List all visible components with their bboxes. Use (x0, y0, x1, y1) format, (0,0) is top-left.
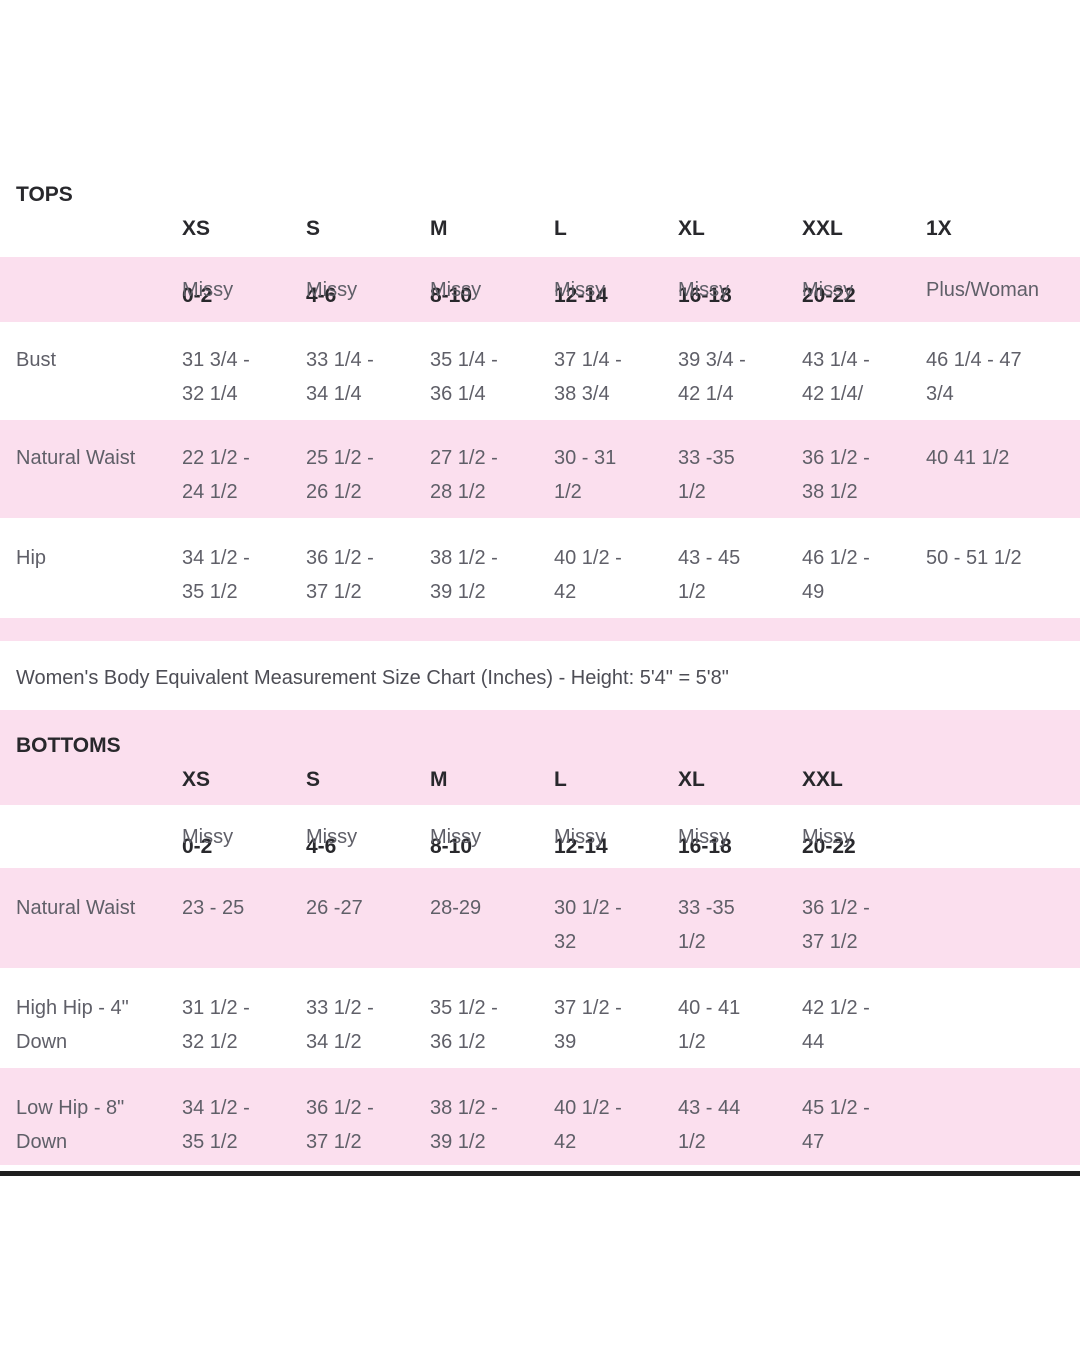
measurement-cell: 40 1/2 - 42 (554, 1097, 622, 1153)
tops-col-xxl: XXL 20-22 (802, 217, 856, 307)
row-label: Natural Waist (16, 897, 136, 919)
measurement-cell: 40 1/2 - 42 (554, 547, 622, 603)
tops-header-row: TOPS XS 0-2 S 4-6 M 8-10 L 12-14 XL 16-1… (0, 178, 1080, 307)
tops-fit-row: Missy Missy Missy Missy Missy Missy Plus… (0, 257, 1080, 322)
measurement-cell: 36 1/2 - 38 1/2 (802, 447, 870, 503)
bottoms-col-s: S 4-6 (306, 768, 337, 858)
bottoms-table-title: BOTTOMS (16, 734, 121, 757)
measurement-cell: 36 1/2 - 37 1/2 (306, 1097, 374, 1153)
measurement-cell: 36 1/2 - 37 1/2 (802, 897, 870, 953)
measurement-cell: 33 1/2 - 34 1/2 (306, 997, 374, 1053)
fit-cell: Missy (182, 825, 234, 848)
measurement-cell: 40 41 1/2 (926, 447, 1010, 469)
measurement-cell: 25 1/2 - 26 1/2 (306, 447, 374, 503)
tops-row-bust: Bust 31 3/4 - 32 1/4 33 1/4 - 34 1/4 35 … (0, 322, 1080, 420)
tops-col-m: M 8-10 (430, 217, 473, 307)
tops-row-natural-waist: Natural Waist 22 1/2 - 24 1/2 25 1/2 - 2… (0, 420, 1080, 518)
bottoms-size-chart: BOTTOMS XS 0-2 S 4-6 M 8-10 L 12-14 XL 1… (0, 710, 1080, 1176)
fit-cell: Missy (802, 825, 854, 848)
fit-cell: Missy (430, 825, 482, 848)
fit-cell: Missy (554, 825, 606, 848)
tops-col-xl: XL 16-18 (678, 217, 732, 307)
measurement-cell: 43 - 45 1/2 (678, 547, 741, 603)
measurement-cell: 35 1/4 - 36 1/4 (430, 349, 498, 405)
bottoms-fit-row: Missy Missy Missy Missy Missy Missy (0, 805, 1080, 868)
row-label: High Hip - 4" Down (16, 997, 129, 1053)
tops-row-hip: Hip 34 1/2 - 35 1/2 36 1/2 - 37 1/2 38 1… (0, 518, 1080, 618)
bottoms-row-natural-waist: Natural Waist 23 - 25 26 -27 28-29 30 1/… (0, 868, 1080, 968)
tops-col-1x: 1X (926, 217, 952, 240)
measurement-cell: 35 1/2 - 36 1/2 (430, 997, 498, 1053)
measurement-cell: 45 1/2 - 47 (802, 1097, 870, 1153)
bottoms-col-l: L 12-14 (554, 768, 608, 858)
measurement-cell: 38 1/2 - 39 1/2 (430, 547, 498, 603)
measurement-cell: 38 1/2 - 39 1/2 (430, 1097, 498, 1153)
measurement-cell: 31 1/2 - 32 1/2 (182, 997, 250, 1053)
measurement-cell: 43 - 44 1/2 (678, 1097, 741, 1153)
fit-cell: Missy (306, 278, 358, 301)
row-label: Bust (16, 349, 57, 371)
fit-cell: Missy (306, 825, 358, 848)
measurement-cell: 30 1/2 - 32 (554, 897, 622, 953)
measurement-cell: 50 - 51 1/2 (926, 547, 1022, 569)
fit-cell: Plus/Woman (926, 278, 1040, 301)
bottoms-col-xl: XL 16-18 (678, 768, 732, 858)
measurement-cell: 28-29 (430, 897, 482, 919)
measurement-cell: 39 3/4 - 42 1/4 (678, 349, 746, 405)
measurement-cell: 37 1/4 - 38 3/4 (554, 349, 622, 405)
size-chart-caption: Women's Body Equivalent Measurement Size… (16, 667, 729, 689)
row-label: Hip (16, 547, 47, 569)
measurement-cell: 22 1/2 - 24 1/2 (182, 447, 250, 503)
measurement-cell: 33 -35 1/2 (678, 447, 735, 503)
fit-cell: Missy (182, 278, 234, 301)
row-label: Natural Waist (16, 447, 136, 469)
bottoms-header-row: BOTTOMS XS 0-2 S 4-6 M 8-10 L 12-14 XL 1… (0, 710, 1080, 858)
row-label: Low Hip - 8" Down (16, 1097, 125, 1153)
measurement-cell: 46 1/2 - 49 (802, 547, 870, 603)
measurement-cell: 46 1/4 - 47 3/4 (926, 349, 1022, 405)
bottoms-col-m: M 8-10 (430, 768, 473, 858)
measurement-cell: 26 -27 (306, 897, 363, 919)
bottom-divider (0, 1171, 1080, 1176)
measurement-cell: 33 -35 1/2 (678, 897, 735, 953)
fit-cell: Missy (678, 825, 730, 848)
measurement-cell: 43 1/4 - 42 1/4/ (802, 349, 870, 405)
bottoms-col-xs: XS 0-2 (182, 768, 213, 858)
measurement-cell: 36 1/2 - 37 1/2 (306, 547, 374, 603)
fit-cell: Missy (430, 278, 482, 301)
top-whitespace (0, 0, 1080, 178)
fit-cell: Missy (802, 278, 854, 301)
tops-table-title: TOPS (16, 183, 73, 206)
bottoms-row-low-hip: Low Hip - 8" Down 34 1/2 - 35 1/2 36 1/2… (0, 1068, 1080, 1165)
measurement-cell: 34 1/2 - 35 1/2 (182, 1097, 250, 1153)
measurement-cell: 30 - 31 1/2 (554, 447, 617, 503)
measurement-cell: 27 1/2 - 28 1/2 (430, 447, 498, 503)
measurement-cell: 40 - 41 1/2 (678, 997, 741, 1053)
tops-col-l: L 12-14 (554, 217, 608, 307)
measurement-cell: 31 3/4 - 32 1/4 (182, 349, 250, 405)
pink-divider-strip (0, 618, 1080, 641)
measurement-cell: 23 - 25 (182, 897, 245, 919)
measurement-cell: 34 1/2 - 35 1/2 (182, 547, 250, 603)
bottoms-col-xxl: XXL 20-22 (802, 768, 856, 858)
measurement-cell: 37 1/2 - 39 (554, 997, 622, 1053)
fit-cell: Missy (554, 278, 606, 301)
fit-cell: Missy (678, 278, 730, 301)
tops-size-chart: TOPS XS 0-2 S 4-6 M 8-10 L 12-14 XL 16-1… (0, 178, 1080, 641)
bottoms-row-high-hip: High Hip - 4" Down 31 1/2 - 32 1/2 33 1/… (0, 968, 1080, 1068)
measurement-cell: 42 1/2 - 44 (802, 997, 870, 1053)
measurement-cell: 33 1/4 - 34 1/4 (306, 349, 374, 405)
tops-col-s: S 4-6 (306, 217, 337, 307)
tops-col-xs: XS 0-2 (182, 217, 213, 307)
